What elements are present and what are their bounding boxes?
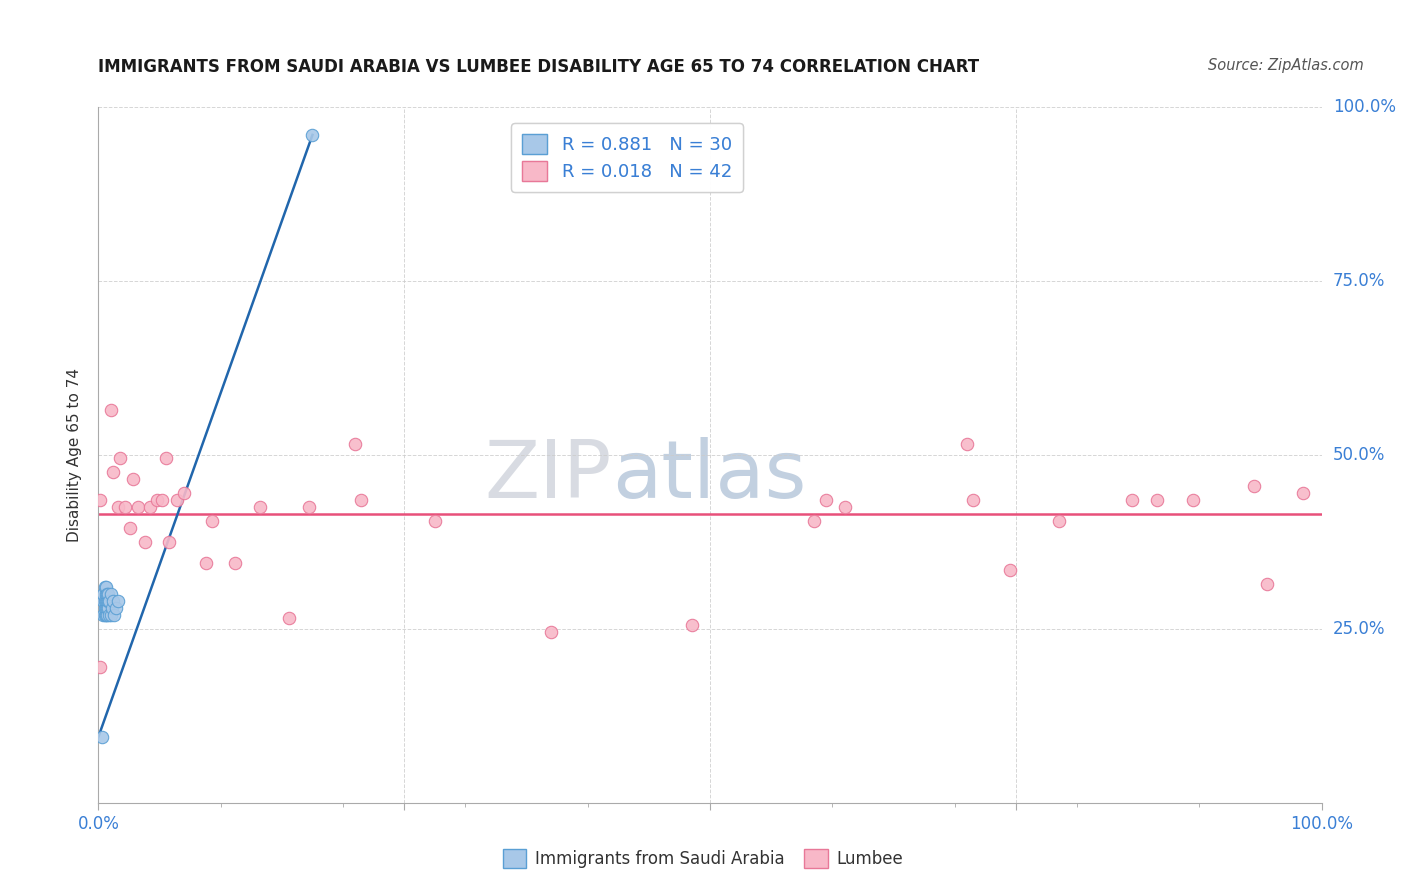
Point — [97, 587, 120, 601]
Point — [681, 618, 703, 632]
Y-axis label: Disability Age 65 to 74: Disability Age 65 to 74 — [67, 368, 83, 542]
Point — [301, 128, 323, 142]
Point — [96, 601, 118, 615]
Point — [93, 607, 115, 622]
Point — [96, 587, 118, 601]
Point — [107, 500, 129, 514]
Point — [96, 607, 118, 622]
Point — [94, 587, 117, 601]
Point — [96, 594, 118, 608]
Point — [91, 607, 114, 622]
Point — [278, 611, 301, 625]
Point — [1182, 493, 1205, 508]
Point — [1146, 493, 1168, 508]
Point — [120, 521, 142, 535]
Point — [195, 556, 218, 570]
Point — [834, 500, 856, 514]
Legend: Immigrants from Saudi Arabia, Lumbee: Immigrants from Saudi Arabia, Lumbee — [496, 843, 910, 875]
Text: Source: ZipAtlas.com: Source: ZipAtlas.com — [1208, 58, 1364, 73]
Text: IMMIGRANTS FROM SAUDI ARABIA VS LUMBEE DISABILITY AGE 65 TO 74 CORRELATION CHART: IMMIGRANTS FROM SAUDI ARABIA VS LUMBEE D… — [98, 58, 980, 76]
Point — [100, 402, 122, 417]
Point — [98, 594, 121, 608]
Point — [94, 607, 117, 622]
Point — [97, 594, 120, 608]
Point — [803, 514, 825, 528]
Point — [94, 601, 117, 615]
Point — [93, 601, 115, 615]
Point — [91, 730, 114, 744]
Point — [201, 514, 224, 528]
Text: atlas: atlas — [612, 437, 807, 515]
Point — [962, 493, 984, 508]
Point — [150, 493, 173, 508]
Point — [93, 594, 115, 608]
Text: 50.0%: 50.0% — [1333, 446, 1385, 464]
Point — [298, 500, 321, 514]
Point — [224, 556, 246, 570]
Point — [344, 437, 367, 451]
Point — [249, 500, 271, 514]
Point — [121, 472, 143, 486]
Text: 75.0%: 75.0% — [1333, 272, 1385, 290]
Point — [100, 607, 122, 622]
Point — [423, 514, 446, 528]
Text: ZIP: ZIP — [485, 437, 612, 515]
Point — [93, 580, 115, 594]
Point — [89, 660, 111, 674]
Point — [103, 607, 125, 622]
Point — [101, 594, 124, 608]
Point — [1243, 479, 1265, 493]
Point — [155, 451, 177, 466]
Point — [815, 493, 838, 508]
Point — [91, 594, 114, 608]
Point — [101, 601, 124, 615]
Text: 25.0%: 25.0% — [1333, 620, 1385, 638]
Point — [166, 493, 188, 508]
Point — [98, 607, 121, 622]
Point — [350, 493, 373, 508]
Text: 100.0%: 100.0% — [1333, 98, 1396, 116]
Point — [956, 437, 979, 451]
Point — [97, 601, 120, 615]
Point — [94, 594, 117, 608]
Point — [173, 486, 195, 500]
Point — [1292, 486, 1315, 500]
Point — [94, 580, 117, 594]
Point — [127, 500, 149, 514]
Point — [110, 451, 132, 466]
Point — [101, 466, 124, 480]
Point — [1047, 514, 1070, 528]
Point — [91, 587, 114, 601]
Point — [540, 625, 562, 640]
Point — [134, 535, 156, 549]
Point — [89, 493, 111, 508]
Point — [146, 493, 169, 508]
Point — [998, 563, 1021, 577]
Point — [1121, 493, 1143, 508]
Legend: R = 0.881   N = 30, R = 0.018   N = 42: R = 0.881 N = 30, R = 0.018 N = 42 — [512, 123, 742, 192]
Point — [139, 500, 162, 514]
Point — [107, 594, 129, 608]
Point — [114, 500, 136, 514]
Point — [104, 601, 127, 615]
Point — [100, 587, 122, 601]
Point — [1256, 576, 1278, 591]
Point — [157, 535, 180, 549]
